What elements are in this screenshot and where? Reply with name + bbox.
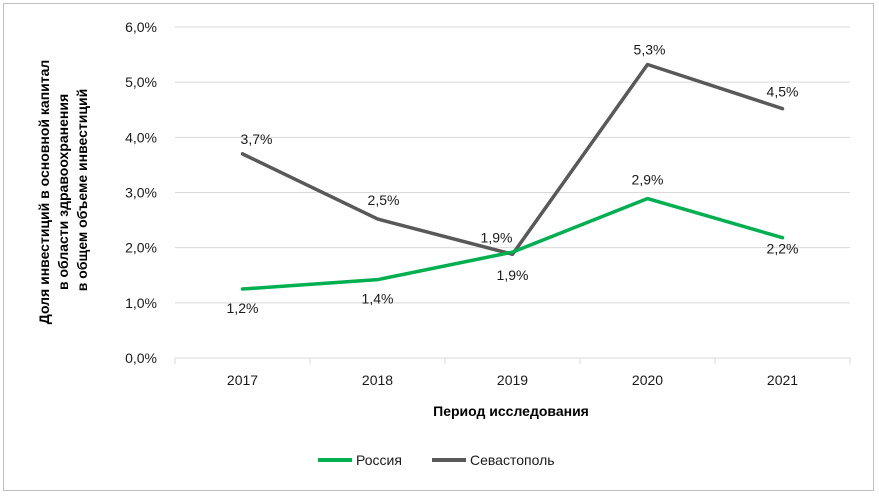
x-tick-label: 2021 xyxy=(767,372,798,388)
data-labels: 1,2% 1,4% 1,9% 2,9% 2,2% 3,7% 2,5% 1,9% 5,3% 4,5% xyxy=(227,42,799,317)
data-label-sevastopol: 1,9% xyxy=(481,229,513,245)
x-tick-label: 2020 xyxy=(632,372,663,388)
data-label-sevastopol: 3,7% xyxy=(241,131,273,147)
y-tick-label: 0,0% xyxy=(125,350,157,366)
data-label-russia: 2,9% xyxy=(632,172,664,188)
y-axis-ticks: 0,0% 1,0% 2,0% 3,0% 4,0% 5,0% 6,0% xyxy=(125,19,157,366)
x-tick-label: 2019 xyxy=(497,372,528,388)
legend-label-sevastopol: Севастополь xyxy=(470,452,555,468)
y-axis-title: Доля инвестиций в основной капитал в обл… xyxy=(36,56,90,324)
legend-label-russia: Россия xyxy=(356,452,402,468)
y-axis-title-line-3: в общем объеме инвестиций xyxy=(74,89,90,291)
y-tick-label: 3,0% xyxy=(125,185,157,201)
y-tick-label: 6,0% xyxy=(125,19,157,35)
data-label-russia: 1,4% xyxy=(362,291,394,307)
y-tick-label: 1,0% xyxy=(125,295,157,311)
y-axis-title-line-2: в области здравоохранения xyxy=(55,94,71,290)
data-label-russia: 2,2% xyxy=(767,241,799,257)
data-label-russia: 1,9% xyxy=(497,267,529,283)
series-lines xyxy=(240,62,785,291)
legend: Россия Севастополь xyxy=(318,452,555,468)
x-axis-title: Период исследования xyxy=(433,403,589,419)
y-tick-label: 4,0% xyxy=(125,129,157,145)
chart-frame xyxy=(3,3,874,491)
series-line-sevastopol xyxy=(240,62,785,257)
y-tick-label: 2,0% xyxy=(125,240,157,256)
y-axis-title-line-1: Доля инвестиций в основной капитал xyxy=(36,60,52,325)
data-label-sevastopol: 5,3% xyxy=(634,42,666,58)
data-label-sevastopol: 4,5% xyxy=(767,84,799,100)
gridlines xyxy=(175,26,850,359)
x-tick-label: 2017 xyxy=(227,372,258,388)
series-line-russia xyxy=(240,196,785,291)
x-tick-label: 2018 xyxy=(362,372,393,388)
data-label-sevastopol: 2,5% xyxy=(368,192,400,208)
x-axis-ticks: 2017 2018 2019 2020 2021 xyxy=(174,358,851,388)
data-label-russia: 1,2% xyxy=(227,300,259,316)
y-tick-label: 5,0% xyxy=(125,74,157,90)
